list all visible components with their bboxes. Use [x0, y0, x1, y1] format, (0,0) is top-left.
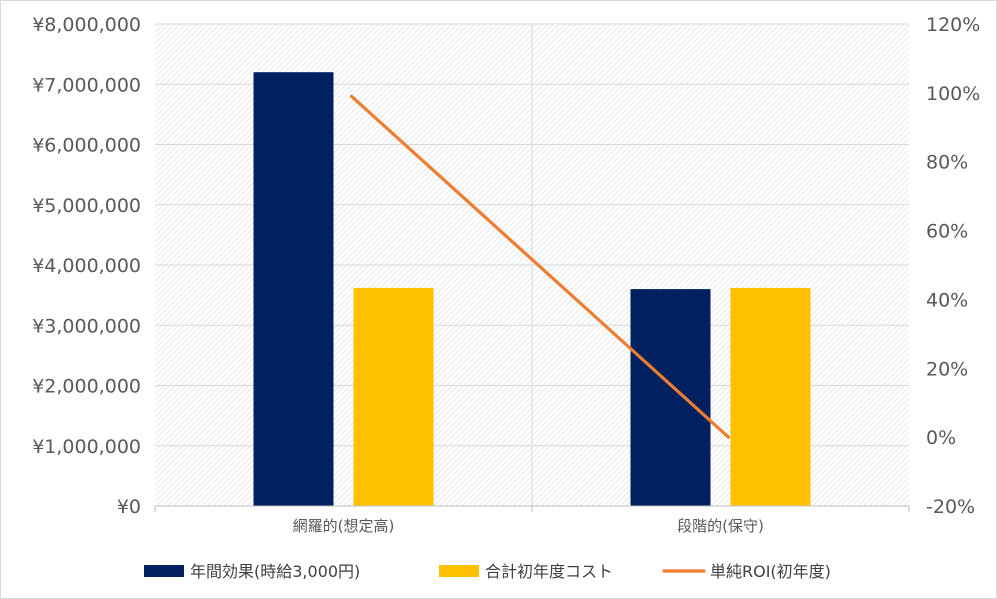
roi-line: [349, 94, 731, 439]
category-label: 網羅的(想定高): [293, 517, 395, 535]
left-axis-tick-label: ¥0: [117, 496, 141, 518]
right-axis-tick-label: -20%: [926, 496, 975, 518]
right-axis-tick-label: 100%: [926, 83, 980, 105]
legend-swatch: [144, 565, 184, 577]
bars: [253, 72, 811, 506]
bar: [730, 287, 811, 506]
line-series: [349, 94, 731, 439]
left-axis-tick-label: ¥7,000,000: [32, 74, 141, 96]
category-label: 段階的(保守): [677, 517, 764, 535]
left-axis-tick-label: ¥1,000,000: [32, 436, 141, 458]
right-axis-tick-label: 40%: [926, 289, 968, 311]
bar: [353, 287, 434, 506]
left-axis-tick-label: ¥6,000,000: [32, 135, 141, 157]
bar: [630, 289, 711, 506]
left-axis-tick-label: ¥2,000,000: [32, 376, 141, 398]
left-axis-tick-label: ¥8,000,000: [32, 14, 141, 36]
left-axis: ¥0 ¥1,000,000 ¥2,000,000 ¥3,000,000 ¥4,000,0…: [32, 14, 141, 518]
right-axis-tick-label: 120%: [926, 14, 980, 36]
legend-label: 単純ROI(初年度): [710, 562, 831, 581]
left-axis-tick-label: ¥3,000,000: [32, 315, 141, 337]
left-axis-tick-label: ¥4,000,000: [32, 255, 141, 277]
x-axis: 網羅的(想定高) 段階的(保守): [154, 505, 910, 535]
left-axis-tick-label: ¥5,000,000: [32, 195, 141, 217]
right-axis-tick-label: 60%: [926, 221, 968, 243]
legend-label: 合計初年度コスト: [485, 562, 613, 581]
legend-swatch: [439, 565, 479, 577]
legend: 年間効果(時給3,000円) 合計初年度コスト 単純ROI(初年度): [144, 562, 831, 581]
right-axis: -20% 0% 20% 40% 60% 80% 100% 120%: [926, 14, 980, 518]
bar: [253, 72, 334, 506]
right-axis-tick-label: 20%: [926, 358, 968, 380]
legend-label: 年間効果(時給3,000円): [190, 562, 360, 581]
right-axis-tick-label: 80%: [926, 152, 968, 174]
right-axis-tick-label: 0%: [926, 427, 956, 449]
